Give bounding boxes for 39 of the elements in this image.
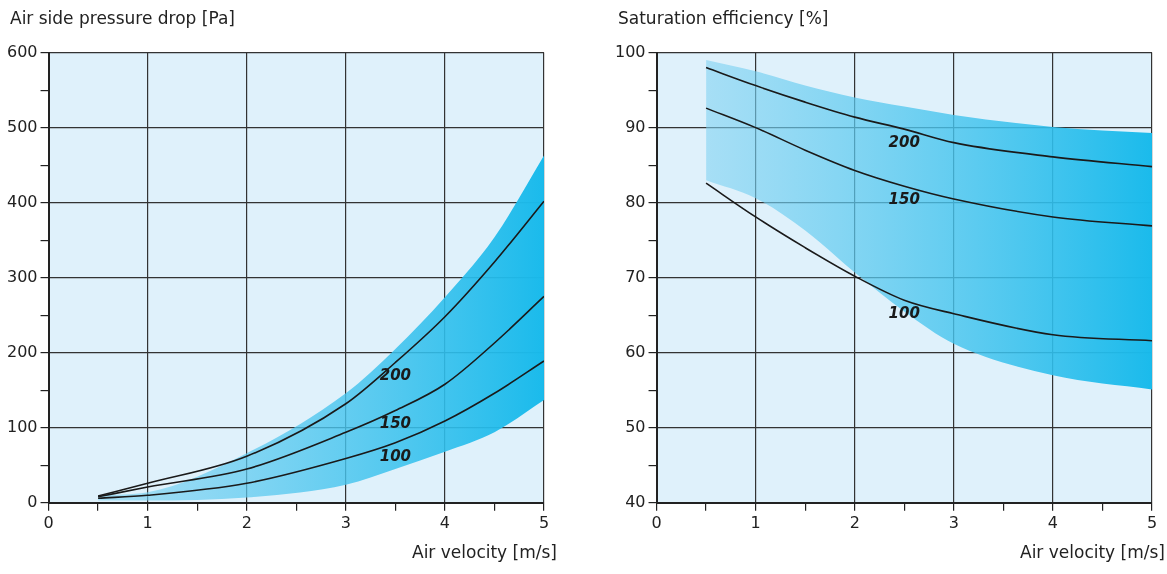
y-tick-label: 300 — [6, 266, 38, 286]
series-label: 200 — [379, 366, 412, 385]
x-tick-label: 5 — [1146, 512, 1158, 532]
x-axis-title: Air velocity [m/s] — [1020, 542, 1165, 562]
line-series — [705, 66, 1152, 168]
x-tick-label: 0 — [651, 512, 662, 532]
y-axis-title: Saturation efficiency [%] — [618, 8, 829, 28]
y-tick-label: 0 — [27, 491, 38, 511]
y-tick-label: 90 — [625, 116, 646, 136]
x-tick-label: 4 — [439, 512, 450, 532]
series-label: 150 — [888, 190, 920, 209]
x-tick-label: 1 — [142, 512, 153, 532]
x-tick-label: 1 — [750, 512, 761, 532]
series-label: 200 — [888, 133, 920, 152]
x-tick-label: 3 — [340, 512, 351, 532]
x-tick-label: 2 — [241, 512, 252, 532]
x-tick-label: 2 — [849, 512, 860, 532]
series-label: 100 — [379, 446, 412, 465]
series-label: 150 — [379, 414, 412, 433]
y-tick-label: 50 — [625, 416, 646, 436]
y-tick-label: 60 — [625, 341, 646, 361]
line-series — [705, 182, 1152, 342]
y-tick-label: 200 — [6, 341, 38, 361]
y-tick-label: 80 — [625, 191, 646, 211]
y-tick-label: 100 — [6, 416, 38, 436]
y-tick-label: 100 — [614, 41, 646, 61]
y-axis-title: Air side pressure drop [Pa] — [10, 8, 235, 28]
y-tick-label: 400 — [6, 191, 38, 211]
y-tick-label: 40 — [625, 491, 646, 511]
y-tick-label: 500 — [6, 116, 38, 136]
y-tick-label: 600 — [6, 41, 38, 61]
y-tick-label: 70 — [625, 266, 646, 286]
x-tick-label: 0 — [43, 512, 54, 532]
x-tick-label: 3 — [948, 512, 959, 532]
series-label: 100 — [888, 304, 920, 323]
x-tick-label: 4 — [1047, 512, 1058, 532]
x-tick-label: 5 — [538, 512, 550, 532]
x-axis-title: Air velocity [m/s] — [412, 542, 557, 562]
line-series — [705, 107, 1152, 227]
